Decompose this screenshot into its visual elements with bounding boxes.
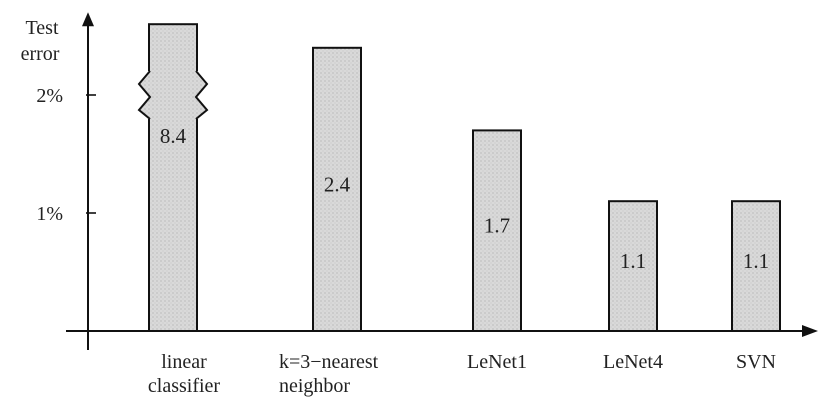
bar-3 — [608, 200, 658, 332]
category-label-1-1: neighbor — [279, 375, 350, 397]
bar-1 — [312, 46, 362, 333]
y-axis-title-line1: Test — [25, 17, 58, 39]
y-tick-label-1: 2% — [36, 85, 63, 107]
category-label-1-0: k=3−nearest — [279, 351, 379, 373]
category-label-2-0: LeNet1 — [467, 351, 527, 373]
bar-0 — [148, 23, 198, 332]
category-label-4-0: SVN — [736, 351, 776, 373]
axis-break-fill — [139, 71, 207, 119]
value-label-3: 1.1 — [620, 249, 646, 273]
bar-2 — [472, 129, 522, 332]
y-tick-label-0: 1% — [36, 203, 63, 225]
x-axis-arrow-icon — [802, 325, 818, 337]
category-label-3-0: LeNet4 — [603, 351, 663, 373]
y-axis-title-line2: error — [21, 43, 60, 65]
value-label-2: 1.7 — [484, 214, 510, 238]
category-label-0-1: classifier — [148, 375, 221, 397]
value-label-0: 8.4 — [160, 124, 187, 148]
value-label-1: 2.4 — [324, 172, 351, 196]
bar-4 — [731, 200, 781, 332]
category-label-0-0: linear — [161, 351, 207, 373]
y-axis-arrow-icon — [82, 12, 94, 27]
value-label-4: 1.1 — [743, 249, 769, 273]
axis-break-left-zigzag — [137, 70, 152, 120]
axis-break-right-zigzag — [194, 70, 209, 120]
